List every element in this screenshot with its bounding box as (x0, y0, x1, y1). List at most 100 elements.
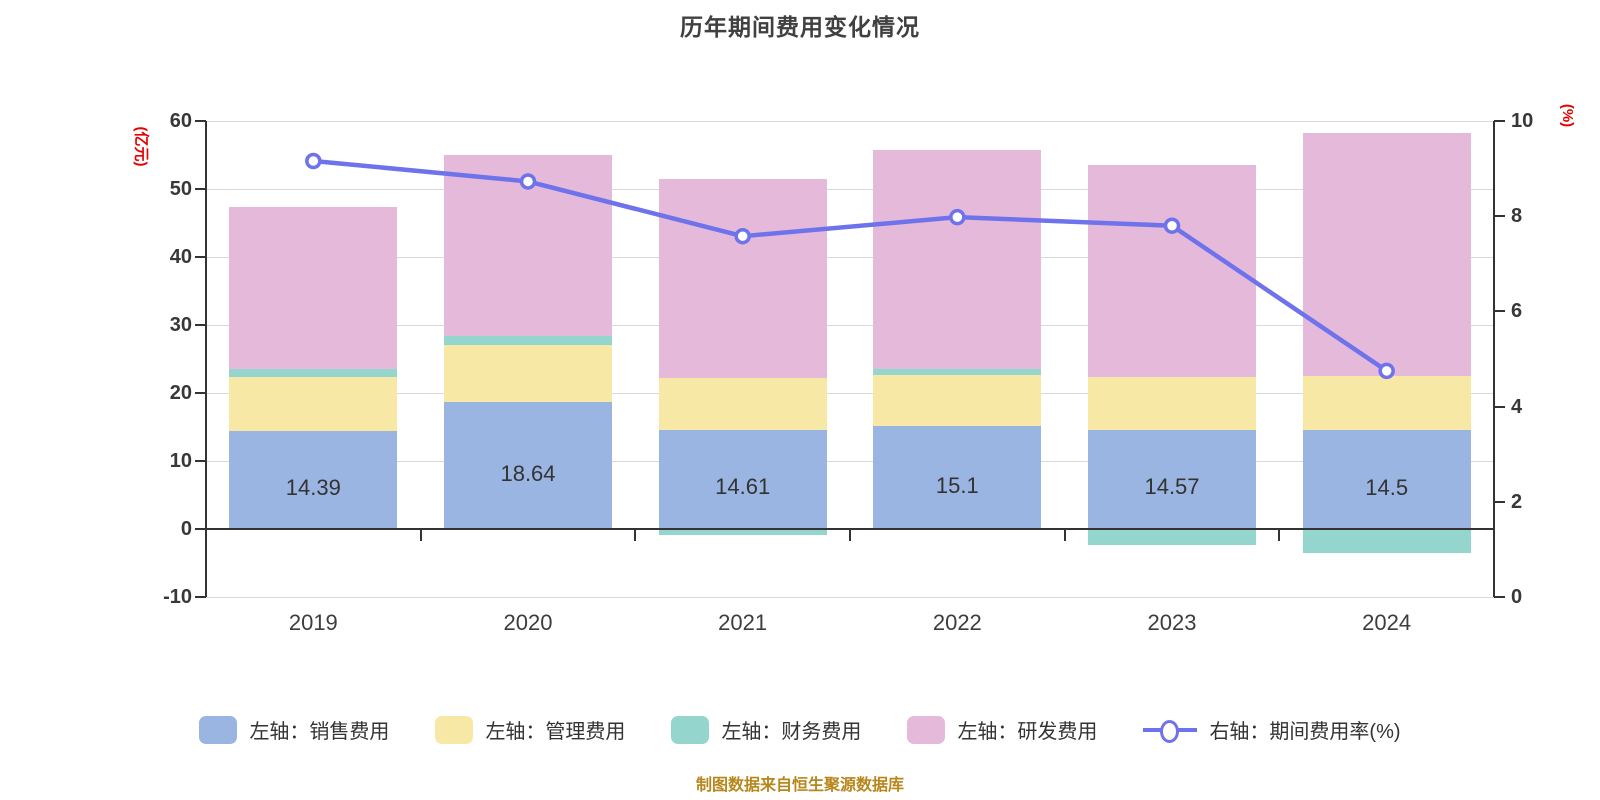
right-tick-label-8: 8 (1511, 205, 1523, 228)
legend-label-finance: 左轴：财务费用 (721, 721, 862, 743)
x-axis-tick (1278, 529, 1281, 541)
x-label-2020: 2020 (503, 610, 553, 635)
bar-segment-management-2022[interactable] (873, 375, 1042, 427)
x-axis-tick (419, 529, 422, 541)
left-tick-label-60: 60 (169, 110, 192, 132)
rate-line (313, 158, 1388, 373)
right-axis-tick (1494, 310, 1505, 313)
legend-swatch-rnd (907, 715, 946, 744)
right-axis-tick (1494, 596, 1505, 598)
bar-value-label-2020: 18.64 (500, 460, 556, 486)
left-axis-tick (195, 120, 206, 122)
bar-segment-management-2023[interactable] (1088, 376, 1256, 430)
legend-label-management: 左轴：管理费用 (485, 721, 626, 743)
left-tick-label-10: 10 (169, 450, 192, 472)
bar-segment-sales-2021[interactable] (658, 429, 827, 529)
bar-segment-finance-2020[interactable] (444, 336, 612, 346)
right-axis-line (1493, 121, 1495, 597)
chart-title: 历年期间费用变化情况 (680, 14, 920, 40)
bar-segment-sales-2022[interactable] (873, 426, 1042, 529)
right-axis-tick (1494, 405, 1505, 408)
line-marker-2019[interactable] (305, 152, 322, 170)
left-tick-label-20: 20 (169, 382, 192, 404)
gridline-30 (206, 324, 1494, 326)
legend-swatch-finance (671, 715, 710, 744)
left-tick-label-50: 50 (169, 178, 192, 200)
right-tick-label-6: 6 (1511, 300, 1523, 323)
legend-item-rate[interactable]: 右轴：期间费用率(%) (1143, 715, 1401, 744)
bar-segment-finance-2023[interactable] (1088, 529, 1256, 545)
left-axis-tick (195, 188, 206, 190)
line-marker-2022[interactable] (949, 208, 966, 226)
bar-segment-management-2021[interactable] (658, 377, 827, 430)
x-label-2021: 2021 (718, 610, 768, 635)
x-label-2024: 2024 (1362, 610, 1412, 635)
right-axis-tick (1494, 215, 1505, 218)
bar-segment-sales-2019[interactable] (229, 431, 398, 529)
legend-line-marker-icon (1143, 716, 1198, 744)
bar-segment-management-2024[interactable] (1302, 376, 1471, 431)
bar-segment-finance-2024[interactable] (1302, 529, 1471, 554)
right-axis-tick (1494, 500, 1505, 503)
right-tick-label-2: 2 (1511, 490, 1523, 513)
plot-area: 14.39 18.64 14.61 15.1 14.57 14.5 (195, 120, 1505, 598)
bar-value-label-2021: 14.61 (715, 474, 771, 500)
gridline--10 (206, 596, 1494, 598)
left-axis-tick (195, 256, 206, 258)
bar-segment-rnd-2019[interactable] (229, 207, 398, 370)
left-tick-label-0: 0 (180, 518, 192, 540)
bar-segment-rnd-2022[interactable] (873, 149, 1042, 370)
bar-segment-finance-2021[interactable] (658, 529, 827, 536)
legend-label-rnd: 左轴：研发费用 (957, 721, 1098, 743)
left-axis-tick (195, 596, 206, 598)
bar-segment-finance-2022[interactable] (873, 369, 1042, 376)
x-label-2019: 2019 (288, 610, 338, 635)
right-tick-label-0: 0 (1511, 586, 1523, 608)
left-axis-line (205, 121, 207, 597)
legend-label-rate: 右轴：期间费用率(%) (1209, 721, 1401, 743)
right-tick-label-10: 10 (1511, 110, 1534, 132)
x-label-2023: 2023 (1147, 610, 1197, 635)
gridline-60 (206, 120, 1494, 122)
line-marker-2024[interactable] (1378, 362, 1395, 380)
x-axis-tick (634, 529, 637, 541)
gridline-20 (206, 392, 1494, 394)
left-tick-label--10: -10 (163, 586, 192, 608)
bar-value-label-2022: 15.1 (935, 472, 979, 498)
x-axis-tick (849, 529, 851, 541)
legend-swatch-sales (199, 715, 238, 744)
bar-segment-management-2020[interactable] (444, 345, 612, 403)
x-axis-tick (1063, 529, 1066, 541)
left-axis-unit-label: (亿元) (132, 126, 150, 167)
gridline-40 (206, 256, 1494, 258)
bar-value-label-2019: 14.39 (285, 475, 341, 501)
bar-segment-sales-2020[interactable] (444, 402, 612, 529)
legend-line-dot (1160, 719, 1180, 743)
legend-item-rnd[interactable]: 左轴：研发费用 (907, 715, 1097, 744)
x-label-2022: 2022 (932, 610, 982, 635)
bar-segment-rnd-2023[interactable] (1088, 165, 1256, 377)
data-source-note: 制图数据来自恒生聚源数据库 (695, 777, 904, 794)
line-marker-2020[interactable] (519, 173, 537, 190)
gridline-50 (206, 188, 1494, 190)
bar-segment-finance-2019[interactable] (229, 369, 398, 378)
bar-value-label-2023: 14.57 (1144, 474, 1200, 500)
gridline-10 (206, 460, 1494, 462)
left-axis-tick (195, 392, 206, 394)
line-marker-2021[interactable] (734, 227, 751, 245)
right-tick-label-4: 4 (1511, 395, 1523, 418)
legend-item-finance[interactable]: 左轴：财务费用 (671, 715, 861, 744)
left-tick-label-30: 30 (169, 314, 192, 336)
left-axis-tick (195, 528, 206, 530)
rate-line-layer (305, 152, 1395, 380)
left-axis-tick (195, 460, 206, 462)
line-marker-2023[interactable] (1163, 217, 1181, 234)
bar-segment-sales-2023[interactable] (1088, 429, 1256, 529)
legend-item-management[interactable]: 左轴：管理费用 (435, 715, 625, 744)
bar-segment-management-2019[interactable] (229, 377, 398, 432)
legend-item-sales[interactable]: 左轴：销售费用 (199, 715, 389, 744)
right-axis-tick (1494, 120, 1505, 122)
bar-segment-rnd-2021[interactable] (658, 178, 827, 378)
bar-segment-sales-2024[interactable] (1302, 430, 1471, 529)
